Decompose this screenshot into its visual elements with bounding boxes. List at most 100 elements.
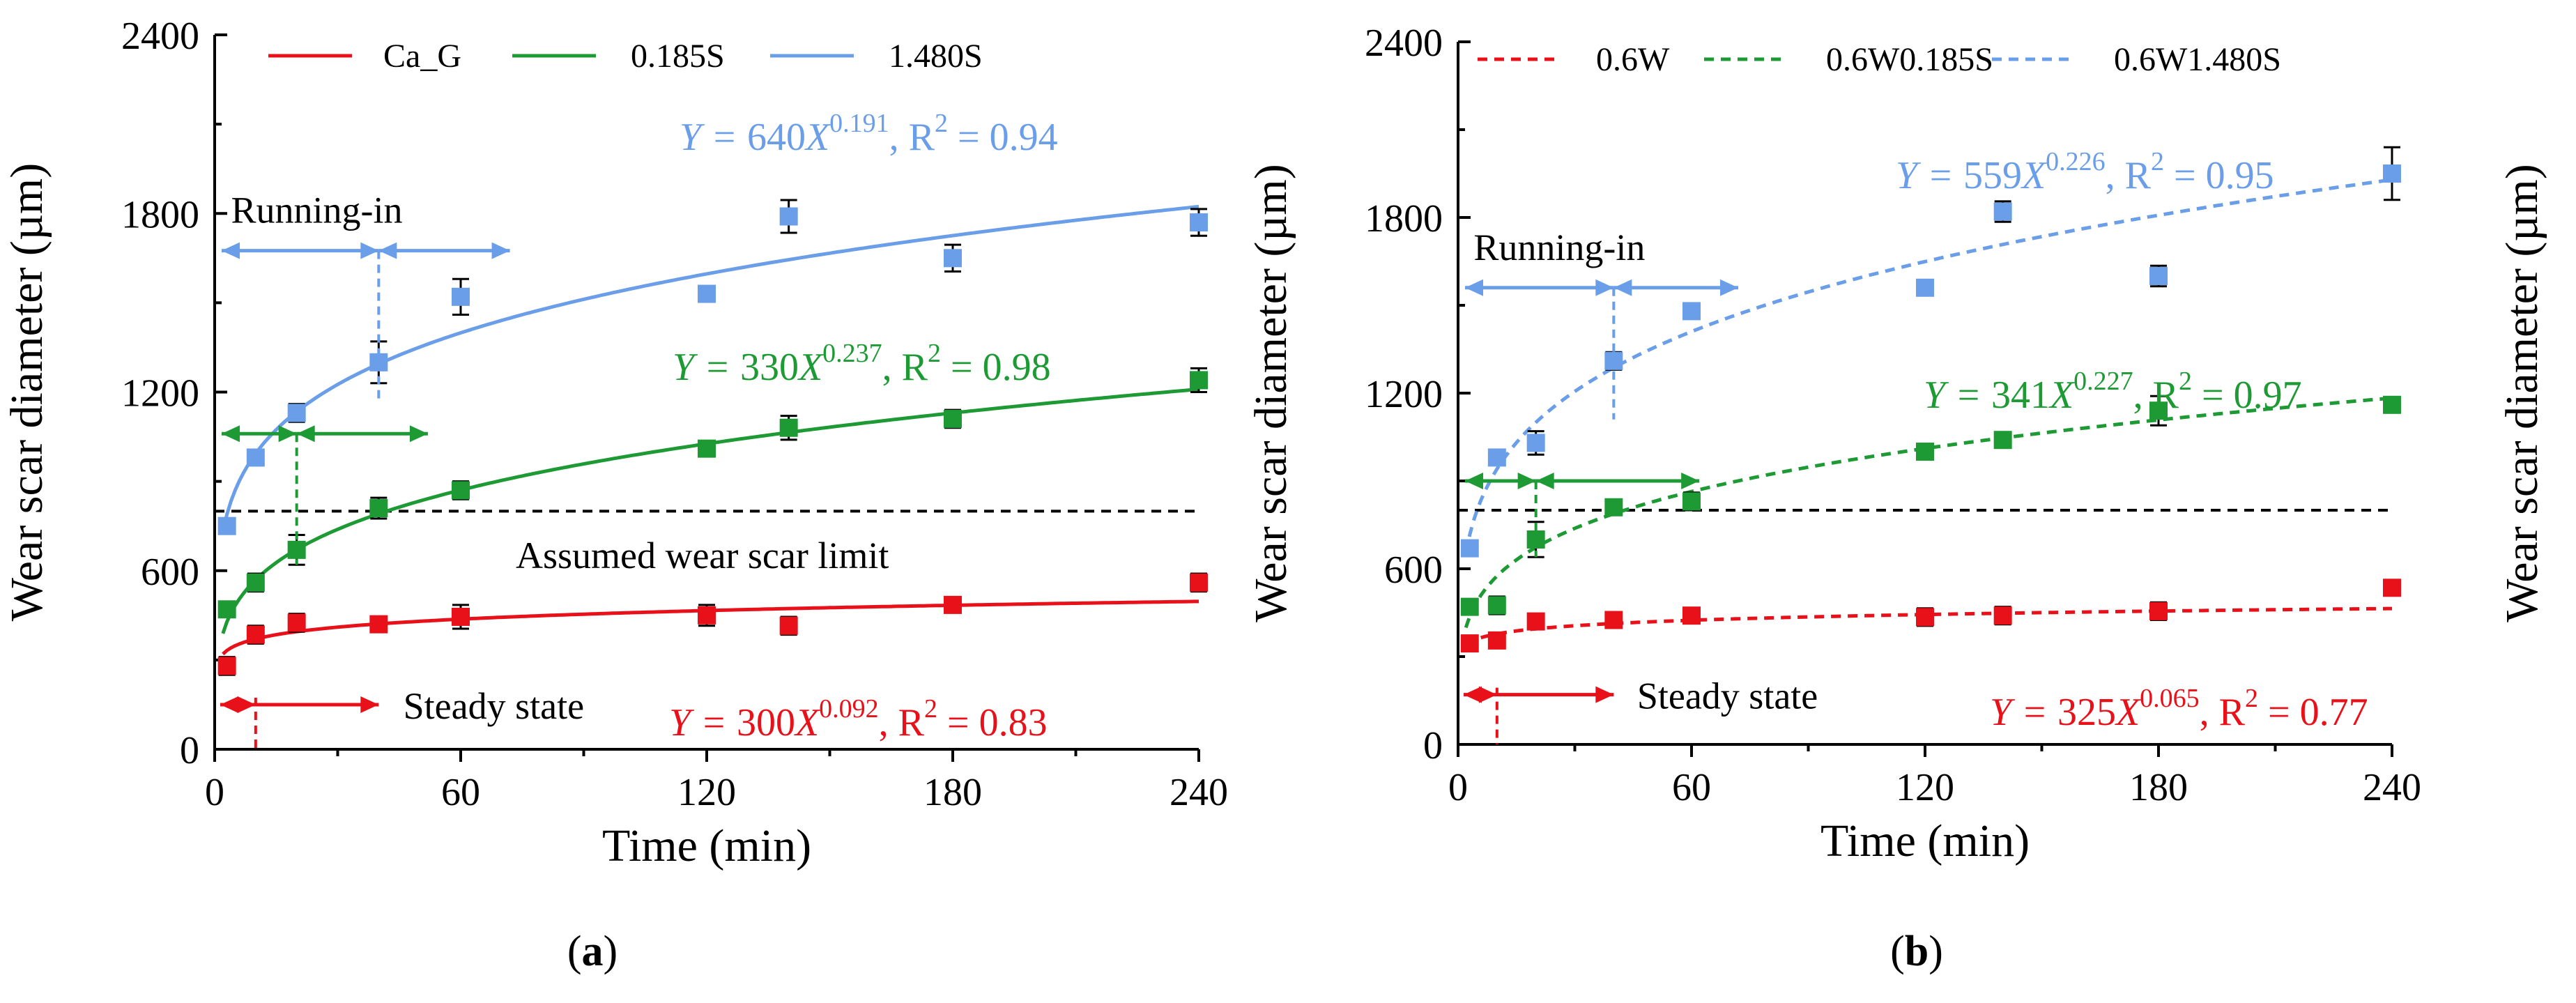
data-point-Ca_G: [698, 606, 716, 625]
y-tick-label: 2400: [121, 15, 199, 58]
steady-arrow-head: [1595, 686, 1614, 703]
x-tick-label: 180: [2129, 766, 2188, 809]
fit-equation-0.6W: Y = 325X0.065, R2 = 0.77: [1990, 684, 2368, 734]
data-point-Ca_G: [944, 595, 962, 614]
data-point-0.6W: [1460, 634, 1479, 653]
fit-equation-0.6W1.480S: Y = 559X0.226, R2 = 0.95: [1896, 147, 2274, 197]
running-in-arrow-green-right-head-left: [1535, 473, 1554, 489]
panel-label-letter: a: [582, 928, 604, 975]
steady-state-label: Steady state: [1637, 675, 1818, 717]
running-in-arrow-blue-right-head-right: [1720, 279, 1738, 296]
data-point-0.6W: [1487, 631, 1506, 650]
data-point-0.6W: [1916, 608, 1934, 627]
data-point-1.480S: [246, 448, 265, 467]
running-in-arrow-blue-left-head-right: [1595, 279, 1614, 296]
legend-label: Ca_G: [383, 38, 461, 75]
data-point-0.6W: [1526, 612, 1545, 631]
legend-label: 0.6W0.185S: [1826, 41, 1993, 78]
data-point-0.6W1.480S: [2149, 267, 2168, 285]
data-point-0.185S: [944, 409, 962, 428]
running-in-arrow-blue-left-head-left: [222, 242, 240, 259]
running-in-arrow-blue-right-head-left: [378, 242, 397, 259]
data-point-0.6W0.185S: [1993, 431, 2012, 450]
x-tick-label: 60: [441, 771, 480, 814]
panel-label-letter: b: [1905, 928, 1929, 975]
y-tick-label: 1200: [1365, 373, 1443, 416]
x-tick-label: 240: [1170, 771, 1228, 814]
fit-equation-0.185S: Y = 330X0.237, R2 = 0.98: [673, 339, 1051, 389]
data-point-Ca_G: [369, 615, 388, 634]
legend-label: 0.185S: [631, 38, 725, 75]
panel-label: (b): [1890, 928, 1943, 975]
data-point-Ca_G: [246, 625, 265, 644]
running-in-arrow-green-right-head-left: [296, 425, 315, 443]
data-point-0.6W0.185S: [1682, 492, 1701, 511]
steady-arrow-left-head-left: [220, 696, 238, 713]
data-point-Ca_G: [779, 616, 798, 635]
y-tick-label: 0: [180, 729, 199, 772]
data-point-0.185S: [698, 439, 716, 458]
y-axis-title-right: Wear scar diameter (µm): [2497, 164, 2547, 622]
data-point-0.6W: [1604, 611, 1623, 629]
running-in-arrow-green-left-head-right: [1517, 473, 1536, 489]
x-tick-label: 60: [1672, 766, 1711, 809]
y-tick-label: 2400: [1365, 22, 1443, 65]
fit-equation-1.480S: Y = 640X0.191, R2 = 0.94: [680, 109, 1058, 159]
data-point-0.6W: [1993, 606, 2012, 625]
running-in-arrow-green-right-head-right: [409, 425, 428, 443]
running-in-arrow-blue-left-head-right: [360, 242, 379, 259]
running-in-arrow-blue-right-head-right: [491, 242, 510, 259]
running-in-arrow-blue-right-head-left: [1613, 279, 1632, 296]
data-point-0.185S: [217, 600, 236, 619]
data-point-0.6W: [2149, 602, 2168, 620]
data-point-0.6W0.185S: [1604, 498, 1623, 516]
data-point-1.480S: [698, 284, 716, 303]
x-axis-title: Time (min): [602, 820, 811, 871]
y-axis-title: Wear scar diameter (µm): [1245, 164, 1296, 622]
data-point-0.185S: [246, 573, 265, 592]
running-in-arrow-blue-left-head-left: [1465, 279, 1483, 296]
data-point-1.480S: [452, 287, 470, 306]
y-axis-title: Wear scar diameter (µm): [1, 163, 52, 622]
x-tick-label: 120: [1896, 766, 1954, 809]
data-point-0.6W1.480S: [1487, 448, 1506, 467]
steady-arrow-left-head-left: [1464, 686, 1482, 703]
data-point-1.480S: [779, 207, 798, 226]
data-point-0.6W: [2383, 579, 2401, 597]
x-tick-label: 180: [923, 771, 982, 814]
steady-arrow-head: [360, 696, 379, 713]
data-point-0.6W1.480S: [1526, 434, 1545, 452]
y-tick-label: 0: [1423, 724, 1443, 767]
running-in-label: Running-in: [1473, 227, 1645, 268]
steady-arrow-left-head-right: [237, 696, 256, 713]
data-point-0.185S: [452, 481, 470, 500]
data-point-0.6W0.185S: [1487, 596, 1506, 615]
running-in-arrow-green-left-head-left: [1465, 473, 1483, 489]
running-in-arrow-green-right-head-right: [1681, 473, 1700, 489]
x-tick-label: 240: [2363, 766, 2421, 809]
data-point-1.480S: [287, 404, 306, 422]
data-point-0.185S: [369, 499, 388, 518]
data-point-0.6W1.480S: [1993, 202, 2012, 221]
legend-label: 0.6W1.480S: [2114, 41, 2281, 78]
steady-arrow-left-head-right: [1478, 686, 1497, 703]
running-in-arrow-green-left-head-right: [278, 425, 297, 443]
running-in-label: Running-in: [231, 190, 403, 231]
data-point-Ca_G: [287, 613, 306, 632]
data-point-0.6W0.185S: [2383, 395, 2401, 414]
y-tick-label: 1800: [1365, 197, 1443, 240]
data-point-0.185S: [1190, 371, 1208, 390]
data-point-0.185S: [779, 418, 798, 437]
fit-equation-Ca_G: Y = 300X0.092, R2 = 0.83: [669, 694, 1048, 744]
legend-label: 1.480S: [889, 38, 983, 75]
data-point-0.6W1.480S: [1916, 278, 1934, 297]
limit-label: Assumed wear scar limit: [516, 535, 889, 576]
steady-state-label: Steady state: [404, 685, 584, 727]
y-tick-label: 1200: [121, 372, 199, 415]
y-tick-label: 1800: [121, 193, 199, 236]
data-point-0.6W0.185S: [2149, 401, 2168, 420]
x-tick-label: 120: [677, 771, 736, 814]
